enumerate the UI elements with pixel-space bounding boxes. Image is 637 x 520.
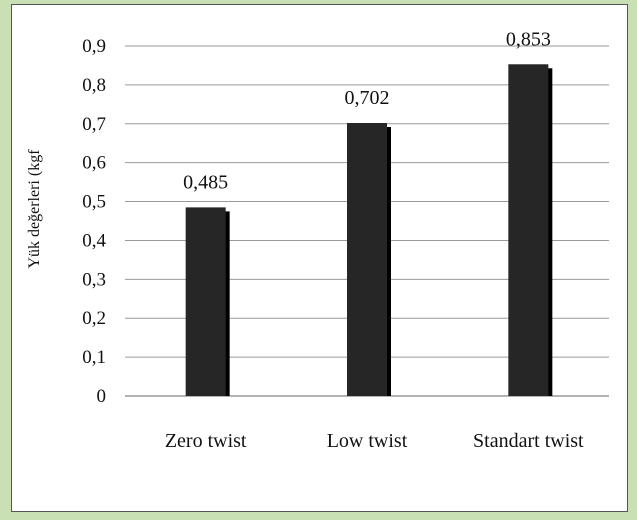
- chart-frame: 0 0,1 0,2 0,3 0,4 0,5 0,6 0,7 0,8 0,9 0,485 Zero tw…: [11, 4, 628, 512]
- data-label: 0,853: [506, 28, 551, 50]
- data-label: 0,485: [183, 171, 228, 193]
- data-label: 0,702: [345, 87, 390, 109]
- y-tick-label: 0,8: [82, 75, 106, 96]
- y-tick-label: 0,6: [82, 153, 106, 174]
- y-tick-label: 0,3: [82, 269, 106, 290]
- y-tick-label: 0,7: [82, 114, 106, 135]
- x-tick-label: Standart twist: [473, 430, 584, 452]
- y-tick-label: 0: [97, 386, 107, 407]
- y-tick-label: 0,5: [82, 192, 106, 213]
- bar-chart: 0 0,1 0,2 0,3 0,4 0,5 0,6 0,7 0,8 0,9 0,485 Zero tw…: [26, 28, 609, 452]
- labels: 0 0,1 0,2 0,3 0,4 0,5 0,6 0,7 0,8 0,9 0,485 Zero tw…: [82, 28, 584, 452]
- y-tick-label: 0,1: [82, 347, 106, 368]
- bars: [185, 64, 553, 397]
- y-tick-label: 0,9: [82, 36, 106, 57]
- bar: [508, 64, 549, 397]
- y-tick-label: 0,4: [82, 230, 106, 251]
- y-tick-label: 0,2: [82, 308, 106, 329]
- y-axis-title: Yük değerleri (kgf: [26, 149, 43, 269]
- bar: [185, 207, 226, 396]
- x-tick-label: Low twist: [327, 430, 408, 452]
- bar: [347, 123, 387, 396]
- x-tick-label: Zero twist: [165, 430, 247, 452]
